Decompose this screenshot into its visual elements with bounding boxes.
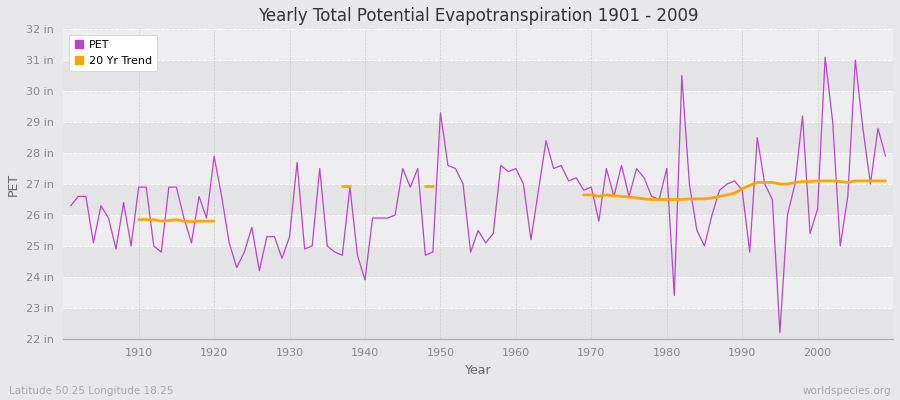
- Bar: [63, 246, 893, 277]
- Bar: [63, 122, 893, 153]
- Text: Latitude 50.25 Longitude 18.25: Latitude 50.25 Longitude 18.25: [9, 386, 174, 396]
- Bar: [63, 277, 893, 308]
- Bar: [63, 184, 893, 215]
- Bar: [63, 215, 893, 246]
- Text: worldspecies.org: worldspecies.org: [803, 386, 891, 396]
- Bar: [63, 153, 893, 184]
- Bar: [63, 91, 893, 122]
- Bar: [63, 60, 893, 91]
- Bar: [63, 308, 893, 339]
- Y-axis label: PET: PET: [7, 172, 20, 196]
- Bar: [63, 29, 893, 60]
- Legend: PET, 20 Yr Trend: PET, 20 Yr Trend: [68, 35, 158, 72]
- Title: Yearly Total Potential Evapotranspiration 1901 - 2009: Yearly Total Potential Evapotranspiratio…: [258, 7, 698, 25]
- X-axis label: Year: Year: [464, 364, 491, 377]
